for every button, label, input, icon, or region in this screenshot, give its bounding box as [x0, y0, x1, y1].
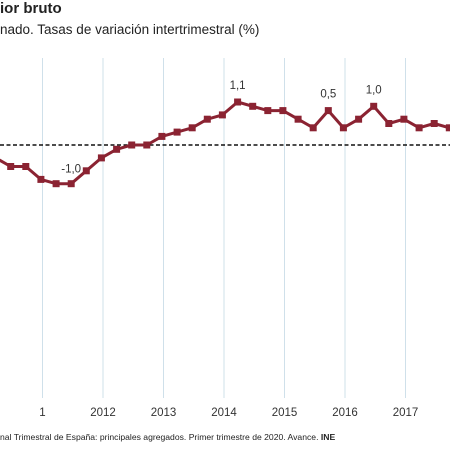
- data-point-2016-Q3: [324, 107, 332, 115]
- ine-logo: INE: [320, 432, 336, 442]
- data-point-2017-Q2: [370, 102, 378, 110]
- x-tick-label-2014: 2014: [211, 407, 237, 419]
- data-point-2015-Q4: [279, 107, 287, 115]
- data-point-2015-Q2: [249, 102, 257, 110]
- x-tick-label-2017: 2017: [393, 407, 419, 419]
- data-point-2013-Q3: [143, 141, 151, 149]
- data-point-2014-Q4: [218, 111, 226, 119]
- data-point-2012-Q4: [97, 154, 105, 162]
- data-point-2016-Q1: [294, 115, 302, 123]
- data-point-2014-Q1: [173, 128, 181, 136]
- data-point-2017-Q3: [385, 120, 393, 127]
- chart-title: ior bruto: [0, 0, 62, 17]
- grid-lines: [42, 58, 406, 398]
- data-point-2013-Q2: [128, 141, 136, 149]
- data-point-2016-Q4: [339, 124, 347, 132]
- data-label-3: 1,0: [366, 84, 382, 96]
- data-point-2013-Q4: [158, 132, 166, 140]
- series-layer: [0, 98, 450, 188]
- data-point-2011-Q4: [37, 175, 45, 183]
- source-text: nal Trimestral de España: principales ag…: [0, 432, 319, 442]
- x-tick-label-2011: 1: [39, 407, 45, 419]
- data-point-2016-Q2: [309, 124, 317, 132]
- source-note: nal Trimestral de España: principales ag…: [0, 432, 335, 442]
- x-tick-label-2015: 2015: [272, 407, 298, 419]
- data-point-2018-Q3: [445, 124, 450, 132]
- data-point-2013-Q1: [113, 145, 121, 153]
- data-point-2015-Q3: [264, 107, 272, 115]
- data-point-2012-Q2: [67, 180, 75, 188]
- data-point-2011-Q3: [22, 163, 30, 170]
- data-point-2018-Q1: [415, 124, 423, 132]
- x-tick-label-2012: 2012: [90, 407, 116, 419]
- data-point-2015-Q1: [234, 98, 242, 106]
- data-point-2014-Q2: [188, 124, 196, 132]
- data-point-2014-Q3: [203, 115, 211, 123]
- data-point-2011-Q2: [7, 163, 15, 170]
- data-label-2: 0,5: [320, 89, 336, 101]
- data-label-0: -1,0: [61, 164, 81, 176]
- data-point-2012-Q1: [52, 180, 60, 188]
- x-axis-ticks: 12012201320142015201620172018: [39, 407, 419, 419]
- data-point-2017-Q1: [355, 115, 363, 123]
- data-labels: -1,0 1,1 0,5 1,0: [61, 80, 381, 176]
- x-tick-label-2013: 2013: [151, 407, 177, 419]
- data-point-2012-Q3: [82, 167, 90, 175]
- chart-subtitle: nado. Tasas de variación intertrimestral…: [0, 22, 260, 37]
- x-tick-label-2016: 2016: [332, 407, 358, 419]
- data-label-1: 1,1: [230, 80, 246, 92]
- data-point-2018-Q2: [430, 120, 438, 127]
- data-point-2017-Q4: [400, 115, 408, 123]
